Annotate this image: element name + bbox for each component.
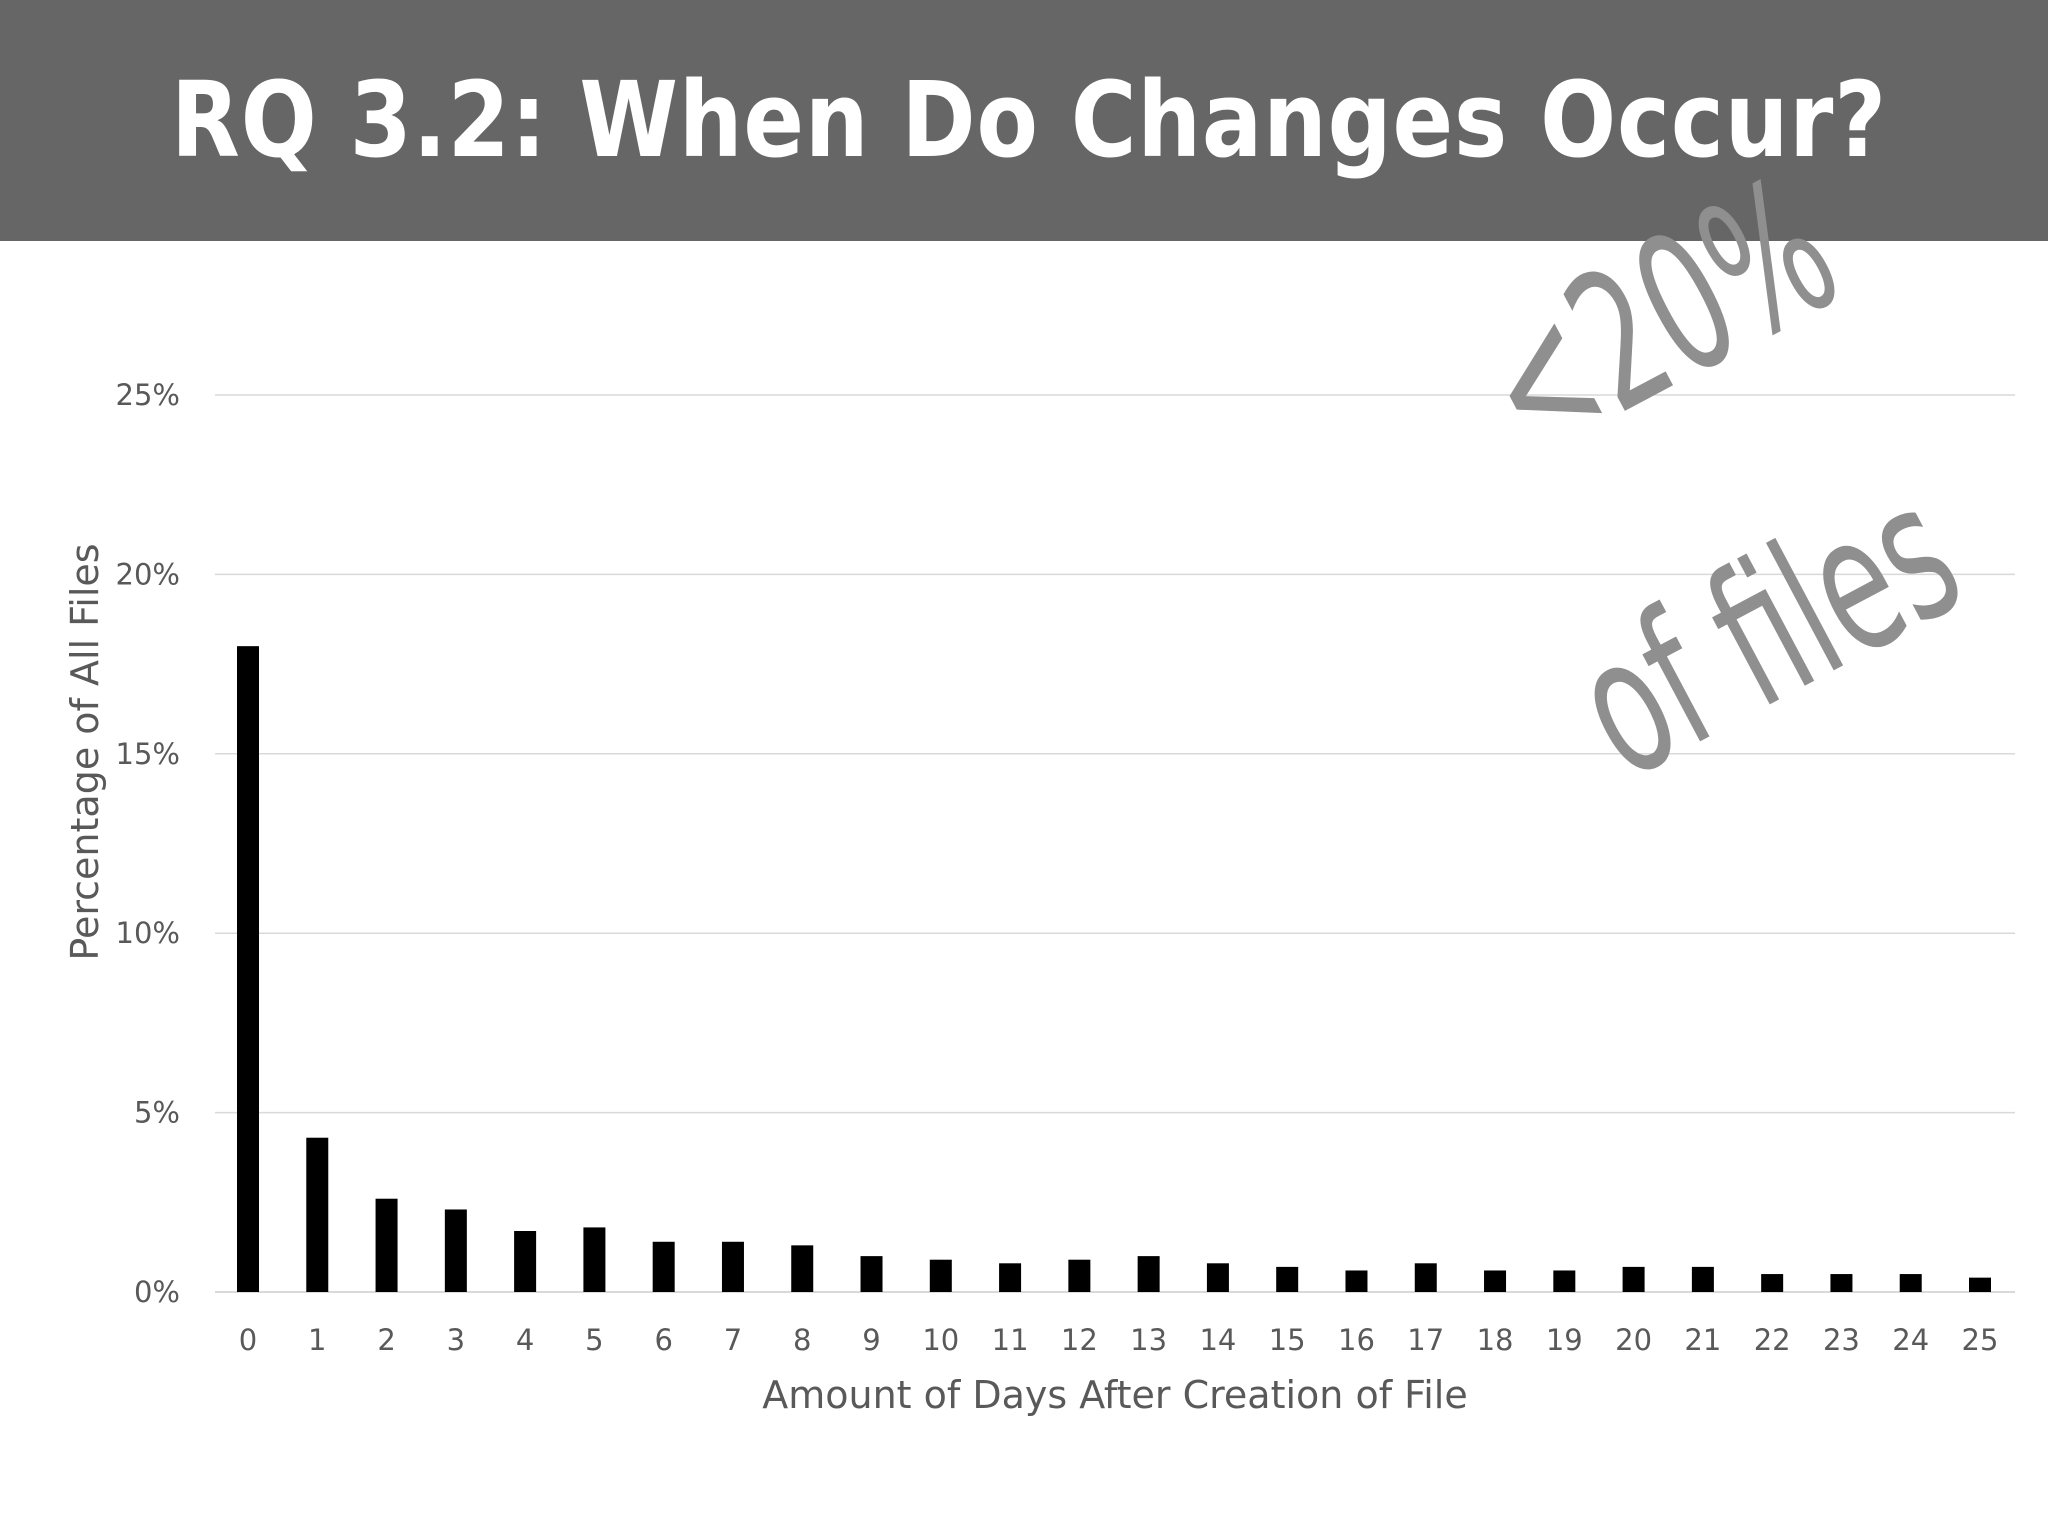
- x-tick-label: 22: [1754, 1323, 1791, 1357]
- bar: [652, 1241, 675, 1292]
- bar: [721, 1241, 744, 1292]
- x-tick-label: 6: [654, 1323, 672, 1357]
- x-tick-label: 7: [724, 1323, 742, 1357]
- x-tick-label: 3: [447, 1323, 465, 1357]
- bar: [306, 1137, 329, 1292]
- bar: [1622, 1266, 1645, 1292]
- bar: [1484, 1270, 1507, 1292]
- bar: [514, 1231, 537, 1292]
- x-tick-label: 23: [1823, 1323, 1860, 1357]
- bar: [1345, 1270, 1368, 1292]
- x-tick-label: 24: [1892, 1323, 1929, 1357]
- y-tick-label: 20%: [116, 557, 180, 591]
- bar: [1414, 1263, 1437, 1292]
- bar: [1761, 1274, 1784, 1292]
- bar: [791, 1245, 814, 1292]
- x-tick-label: 17: [1407, 1323, 1444, 1357]
- x-tick-label: 5: [585, 1323, 603, 1357]
- bar: [860, 1256, 883, 1292]
- x-tick-label: 18: [1477, 1323, 1514, 1357]
- x-tick-label: 20: [1615, 1323, 1652, 1357]
- x-tick-label: 11: [992, 1323, 1029, 1357]
- x-tick-label: 1: [308, 1323, 326, 1357]
- y-axis-ticks: 0% 5% 10% 15% 20% 25%: [116, 378, 180, 1309]
- bars: [237, 646, 1991, 1292]
- x-tick-label: 14: [1199, 1323, 1236, 1357]
- x-tick-label: 13: [1130, 1323, 1167, 1357]
- bar: [1691, 1266, 1714, 1292]
- y-tick-label: 15%: [116, 737, 180, 771]
- x-axis-title: Amount of Days After Creation of File: [762, 1373, 1468, 1417]
- x-tick-label: 12: [1061, 1323, 1098, 1357]
- bar: [1553, 1270, 1576, 1292]
- bar: [1206, 1263, 1229, 1292]
- x-tick-label: 10: [922, 1323, 959, 1357]
- x-tick-label: 19: [1546, 1323, 1583, 1357]
- bar: [444, 1209, 467, 1292]
- x-tick-label: 21: [1684, 1323, 1721, 1357]
- bar: [1899, 1274, 1922, 1292]
- bar: [1068, 1259, 1091, 1292]
- y-axis-title: Percentage of All Files: [63, 543, 107, 960]
- bar: [375, 1198, 398, 1292]
- x-tick-label: 8: [793, 1323, 811, 1357]
- y-tick-label: 25%: [116, 378, 180, 412]
- x-tick-label: 15: [1269, 1323, 1306, 1357]
- y-tick-label: 5%: [134, 1096, 180, 1130]
- bar: [1830, 1274, 1853, 1292]
- x-tick-label: 4: [516, 1323, 534, 1357]
- bar: [1969, 1277, 1991, 1292]
- y-tick-label: 10%: [116, 916, 180, 950]
- bar: [237, 646, 259, 1292]
- title-bar: [0, 0, 2048, 241]
- bar: [929, 1259, 952, 1292]
- x-tick-label: 16: [1338, 1323, 1375, 1357]
- bar: [1276, 1266, 1299, 1292]
- bar: [1137, 1256, 1160, 1292]
- slide-title: RQ 3.2: When Do Changes Occur?: [171, 59, 1888, 181]
- x-tick-label: 9: [862, 1323, 880, 1357]
- y-tick-label: 0%: [134, 1275, 180, 1309]
- x-tick-label: 2: [377, 1323, 395, 1357]
- x-tick-label: 25: [1962, 1323, 1999, 1357]
- bar: [583, 1227, 606, 1292]
- x-tick-label: 0: [239, 1323, 257, 1357]
- x-axis-ticks: 0 1 2 3 4 5 6 7 8 9 10 11 12 13 14 15 16 17 18 19 20 21 22 23 24…: [239, 1323, 1999, 1357]
- bar: [999, 1263, 1022, 1292]
